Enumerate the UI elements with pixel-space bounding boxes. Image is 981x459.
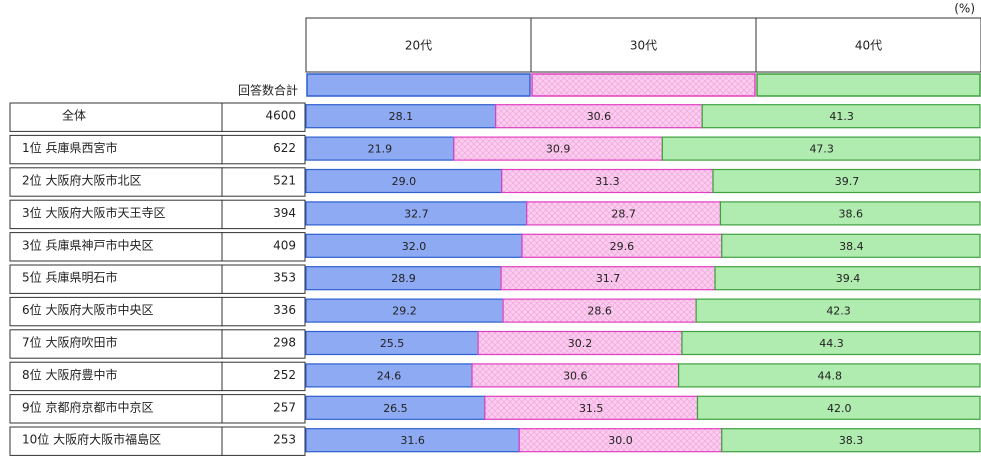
value-label: 30.9 [546, 143, 571, 156]
count-cell [221, 167, 306, 197]
count: 409 [273, 238, 296, 252]
value-label: 30.6 [563, 369, 588, 382]
count: 622 [273, 141, 296, 155]
value-label: 31.5 [579, 402, 604, 415]
row-label: 2位 大阪府大阪市北区 [22, 173, 141, 188]
row-label: 5位 兵庫県明石市 [22, 270, 117, 285]
row-label: 3位 兵庫県神戸市中央区 [22, 237, 153, 252]
value-label: 31.7 [596, 272, 621, 285]
value-label: 28.6 [587, 305, 612, 318]
row-label: 7位 大阪府吹田市 [22, 335, 117, 350]
value-label: 29.0 [392, 175, 417, 188]
value-label: 30.6 [587, 110, 612, 123]
value-label: 38.6 [838, 207, 863, 220]
count-cell [221, 199, 306, 230]
header-cell [755, 17, 981, 73]
unit-label: (%) [954, 2, 975, 16]
bar-segment [696, 395, 981, 420]
value-label: 44.8 [818, 369, 843, 382]
value-label: 26.5 [383, 402, 408, 415]
legend-label: 30代 [630, 39, 657, 53]
value-label: 21.9 [368, 143, 393, 156]
row-label: 6位 大阪府大阪市中央区 [22, 302, 153, 317]
value-label: 30.0 [608, 434, 633, 447]
count-cell [221, 296, 306, 327]
count: 252 [273, 368, 296, 382]
count-cell [221, 134, 306, 165]
value-label: 39.7 [835, 175, 860, 188]
bar-segment [721, 428, 981, 453]
count: 336 [273, 303, 296, 317]
legend-label: 20代 [405, 39, 432, 53]
legend-swatch [756, 73, 981, 97]
count-cell [221, 361, 306, 392]
legend-swatch [306, 73, 531, 97]
value-label: 28.9 [391, 272, 416, 285]
row-label: 全体 [62, 108, 86, 123]
count-cell [221, 102, 306, 132]
value-label: 29.6 [610, 240, 635, 253]
count-cell [221, 232, 306, 262]
bar-segment [681, 330, 981, 356]
count-cell [221, 394, 306, 424]
bar-segment [695, 298, 981, 323]
count: 353 [273, 271, 296, 285]
value-label: 39.4 [836, 272, 861, 285]
count: 298 [273, 336, 296, 350]
value-label: 38.4 [839, 240, 864, 253]
value-label: 31.6 [400, 434, 425, 447]
legend-label: 40代 [855, 39, 882, 53]
count-cell [221, 264, 306, 294]
value-label: 25.5 [380, 337, 405, 350]
count: 257 [273, 400, 296, 414]
row-label: 9位 京都府京都市中京区 [22, 399, 153, 414]
value-label: 29.2 [392, 305, 417, 318]
bar-segment [719, 201, 981, 226]
bar-segment [701, 104, 981, 129]
count: 394 [273, 206, 296, 220]
value-label: 28.7 [611, 207, 636, 220]
value-label: 47.3 [809, 143, 834, 156]
value-label: 32.0 [402, 240, 427, 253]
legend-swatch [531, 73, 756, 97]
row-label: 3位 大阪府大阪市天王寺区 [22, 205, 165, 220]
count-cell [221, 329, 306, 359]
count: 521 [273, 174, 296, 188]
value-label: 31.3 [595, 175, 620, 188]
row-label: 1位 兵庫県西宮市 [22, 140, 117, 155]
bar-segment [714, 266, 981, 291]
value-label: 42.0 [827, 402, 852, 415]
value-label: 30.2 [568, 337, 593, 350]
value-label: 28.1 [389, 110, 414, 123]
bar-segment [677, 363, 981, 388]
value-label: 32.7 [404, 207, 429, 220]
value-label: 42.3 [826, 305, 851, 318]
bar-segment [721, 233, 981, 258]
value-label: 41.3 [829, 110, 854, 123]
bar-segment [661, 136, 981, 161]
bar-segment [712, 168, 981, 194]
value-label: 24.6 [377, 369, 402, 382]
count: 253 [273, 433, 296, 447]
row-label: 8位 大阪府豊中市 [22, 367, 117, 382]
count-cell [221, 426, 306, 456]
count-header: 回答数合計 [238, 83, 298, 98]
row-label: 10位 大阪府大阪市福島区 [22, 432, 161, 447]
count: 4600 [265, 109, 296, 123]
label-cell [9, 102, 223, 132]
value-label: 44.3 [819, 337, 844, 350]
value-label: 38.3 [839, 434, 864, 447]
